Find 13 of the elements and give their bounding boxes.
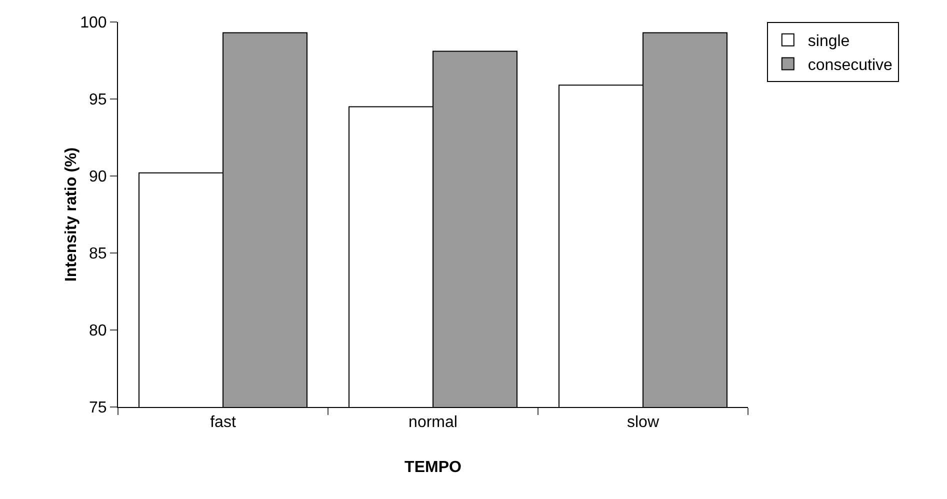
x-tick-label: normal: [408, 414, 458, 432]
x-axis-title: TEMPO: [404, 458, 462, 476]
x-tick-label: slow: [626, 414, 660, 432]
y-tick-label: 85: [89, 246, 107, 263]
legend-label: consecutive: [808, 56, 892, 74]
y-tick-label: 75: [89, 400, 107, 417]
y-tick-label: 95: [89, 92, 107, 109]
y-tick-label: 80: [89, 322, 107, 340]
legend-label: single: [808, 33, 850, 50]
y-tick-label: 90: [89, 168, 107, 186]
x-tick-label: fast: [210, 414, 236, 432]
y-axis-title: Intensity ratio (%): [63, 147, 80, 282]
y-tick-label: 100: [80, 14, 107, 32]
